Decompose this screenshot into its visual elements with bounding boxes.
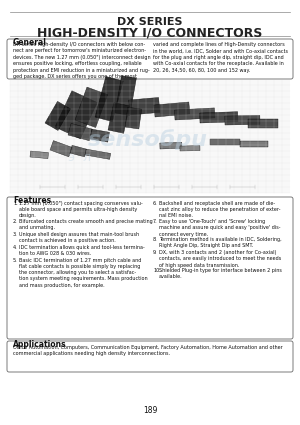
Text: Features: Features [13,196,51,205]
Text: DX, with 3 contacts and 2 (another for Co-axial)
contacts, are easily introduced: DX, with 3 contacts and 2 (another for C… [159,250,281,267]
Text: Applications: Applications [13,340,67,349]
Text: 3.: 3. [13,232,18,237]
Text: Backshell and receptacle shell are made of die-
cast zinc alloy to reduce the pe: Backshell and receptacle shell are made … [159,201,280,218]
Text: Unique shell design assures that main-tool brush
contact is achieved in a positi: Unique shell design assures that main-to… [19,232,139,243]
Bar [180,146,200,151]
Bar [125,107,142,129]
Text: э  л: э л [68,150,92,164]
Bar [225,116,260,125]
Text: 8.: 8. [153,237,158,242]
Text: 10.: 10. [153,268,161,273]
Bar [55,91,97,139]
FancyBboxPatch shape [7,341,293,372]
Text: DX SERIES: DX SERIES [117,17,183,27]
Bar [50,141,72,157]
Text: DX series high-density I/O connectors with below con-
nect are perfect for tomor: DX series high-density I/O connectors wi… [13,42,151,79]
Bar [45,101,70,130]
Bar [115,76,136,116]
Bar [85,149,111,159]
Text: General: General [13,38,47,47]
Bar [200,112,238,123]
Text: 1.: 1. [13,201,18,206]
FancyBboxPatch shape [7,197,293,339]
Text: varied and complete lines of High-Density connectors
in the world, i.e. IDC, Sol: varied and complete lines of High-Densit… [153,42,288,73]
Bar [68,123,92,141]
Text: 9.: 9. [153,250,158,255]
Text: Bifurcated contacts create smooth and precise mating
and unmating.: Bifurcated contacts create smooth and pr… [19,219,153,230]
Text: 189: 189 [143,406,157,415]
Text: Shielded Plug-in type for interface between 2 pins
available.: Shielded Plug-in type for interface betw… [159,268,282,279]
Bar [175,108,215,120]
Bar [154,102,190,117]
Text: 2.: 2. [13,219,18,224]
Bar [129,97,160,115]
Bar [70,145,87,157]
Bar [30,151,49,159]
Text: Basic IDC termination of 1.27 mm pitch cable and
flat cable contacts is possible: Basic IDC termination of 1.27 mm pitch c… [19,258,148,288]
Text: 4.: 4. [13,245,18,250]
Bar [90,129,110,142]
Text: 6.: 6. [153,201,158,206]
Bar [240,141,268,147]
Bar [210,139,240,145]
Text: 5.: 5. [13,258,18,263]
Bar [75,87,108,128]
Text: Office Automation, Computers, Communication Equipment, Factory Automation, Home : Office Automation, Computers, Communicat… [13,345,283,357]
Bar [248,119,278,128]
Text: Easy to use 'One-Touch' and 'Screw' locking
machine and assure quick and easy 'p: Easy to use 'One-Touch' and 'Screw' lock… [159,219,280,236]
Text: Termination method is available in IDC, Soldering,
Right Angle Dip, Straight Dip: Termination method is available in IDC, … [159,237,282,248]
Bar [95,76,123,122]
Bar [160,142,182,149]
Bar [108,102,130,133]
Text: sensoбрu: sensoбрu [88,130,208,150]
Text: IDC termination allows quick and tool-less termina-
tion to AWG 028 & 030 wires.: IDC termination allows quick and tool-le… [19,245,145,256]
Text: HIGH-DENSITY I/O CONNECTORS: HIGH-DENSITY I/O CONNECTORS [37,26,263,39]
FancyBboxPatch shape [7,39,293,79]
Text: 7.: 7. [153,219,158,224]
Bar [10,80,290,193]
Text: 1.27 mm (0.050") contact spacing conserves valu-
able board space and permits ul: 1.27 mm (0.050") contact spacing conserv… [19,201,143,218]
